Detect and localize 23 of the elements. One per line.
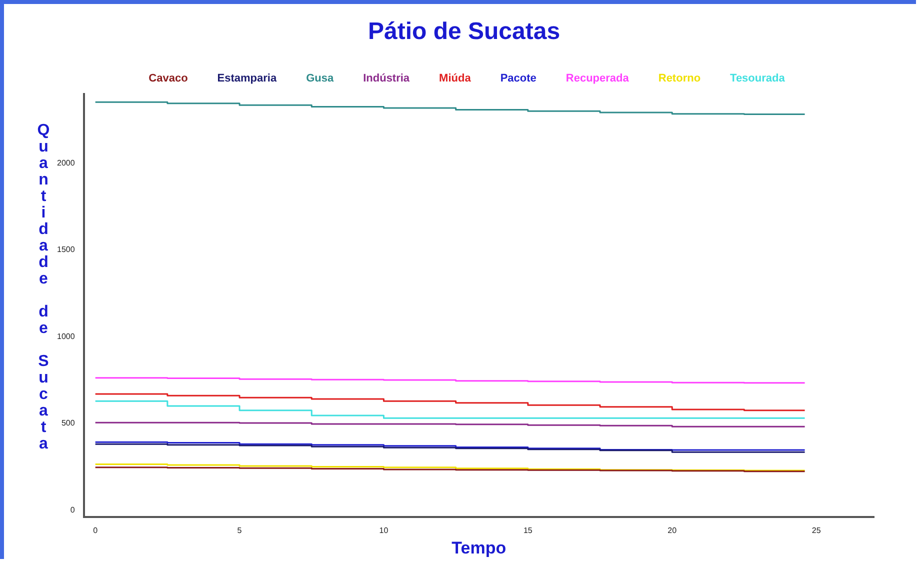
x-tick-label: 5 [237,526,242,536]
y-tick-label: 1000 [57,332,76,341]
x-tick-label: 25 [812,526,822,536]
x-tick-label: 15 [523,526,533,536]
y-axis-title: Quantidade de Sucata [34,121,53,454]
text: Miúda [439,72,472,84]
text: Estamparia [217,72,278,84]
x-axis-title: Tempo [452,538,506,558]
text: Tesourada [730,72,786,84]
y-tick-label: 2000 [57,158,76,168]
y-tick-label: 1500 [57,245,76,254]
x-tick-label: 10 [379,526,389,536]
x-tick-label: 20 [668,526,678,536]
chart-title: Pátio de Sucatas [368,18,560,46]
text: Retorno [658,72,701,84]
series-label: Gusa [306,72,334,84]
text: Pacote [500,72,536,84]
text: Recuperada [566,72,630,84]
text: Indústria [363,72,410,84]
y-tick-label: 500 [61,418,76,428]
x-tick-label: 0 [93,526,98,536]
y-tick-label: 0 [70,505,76,514]
text: Cavaco [148,72,188,84]
